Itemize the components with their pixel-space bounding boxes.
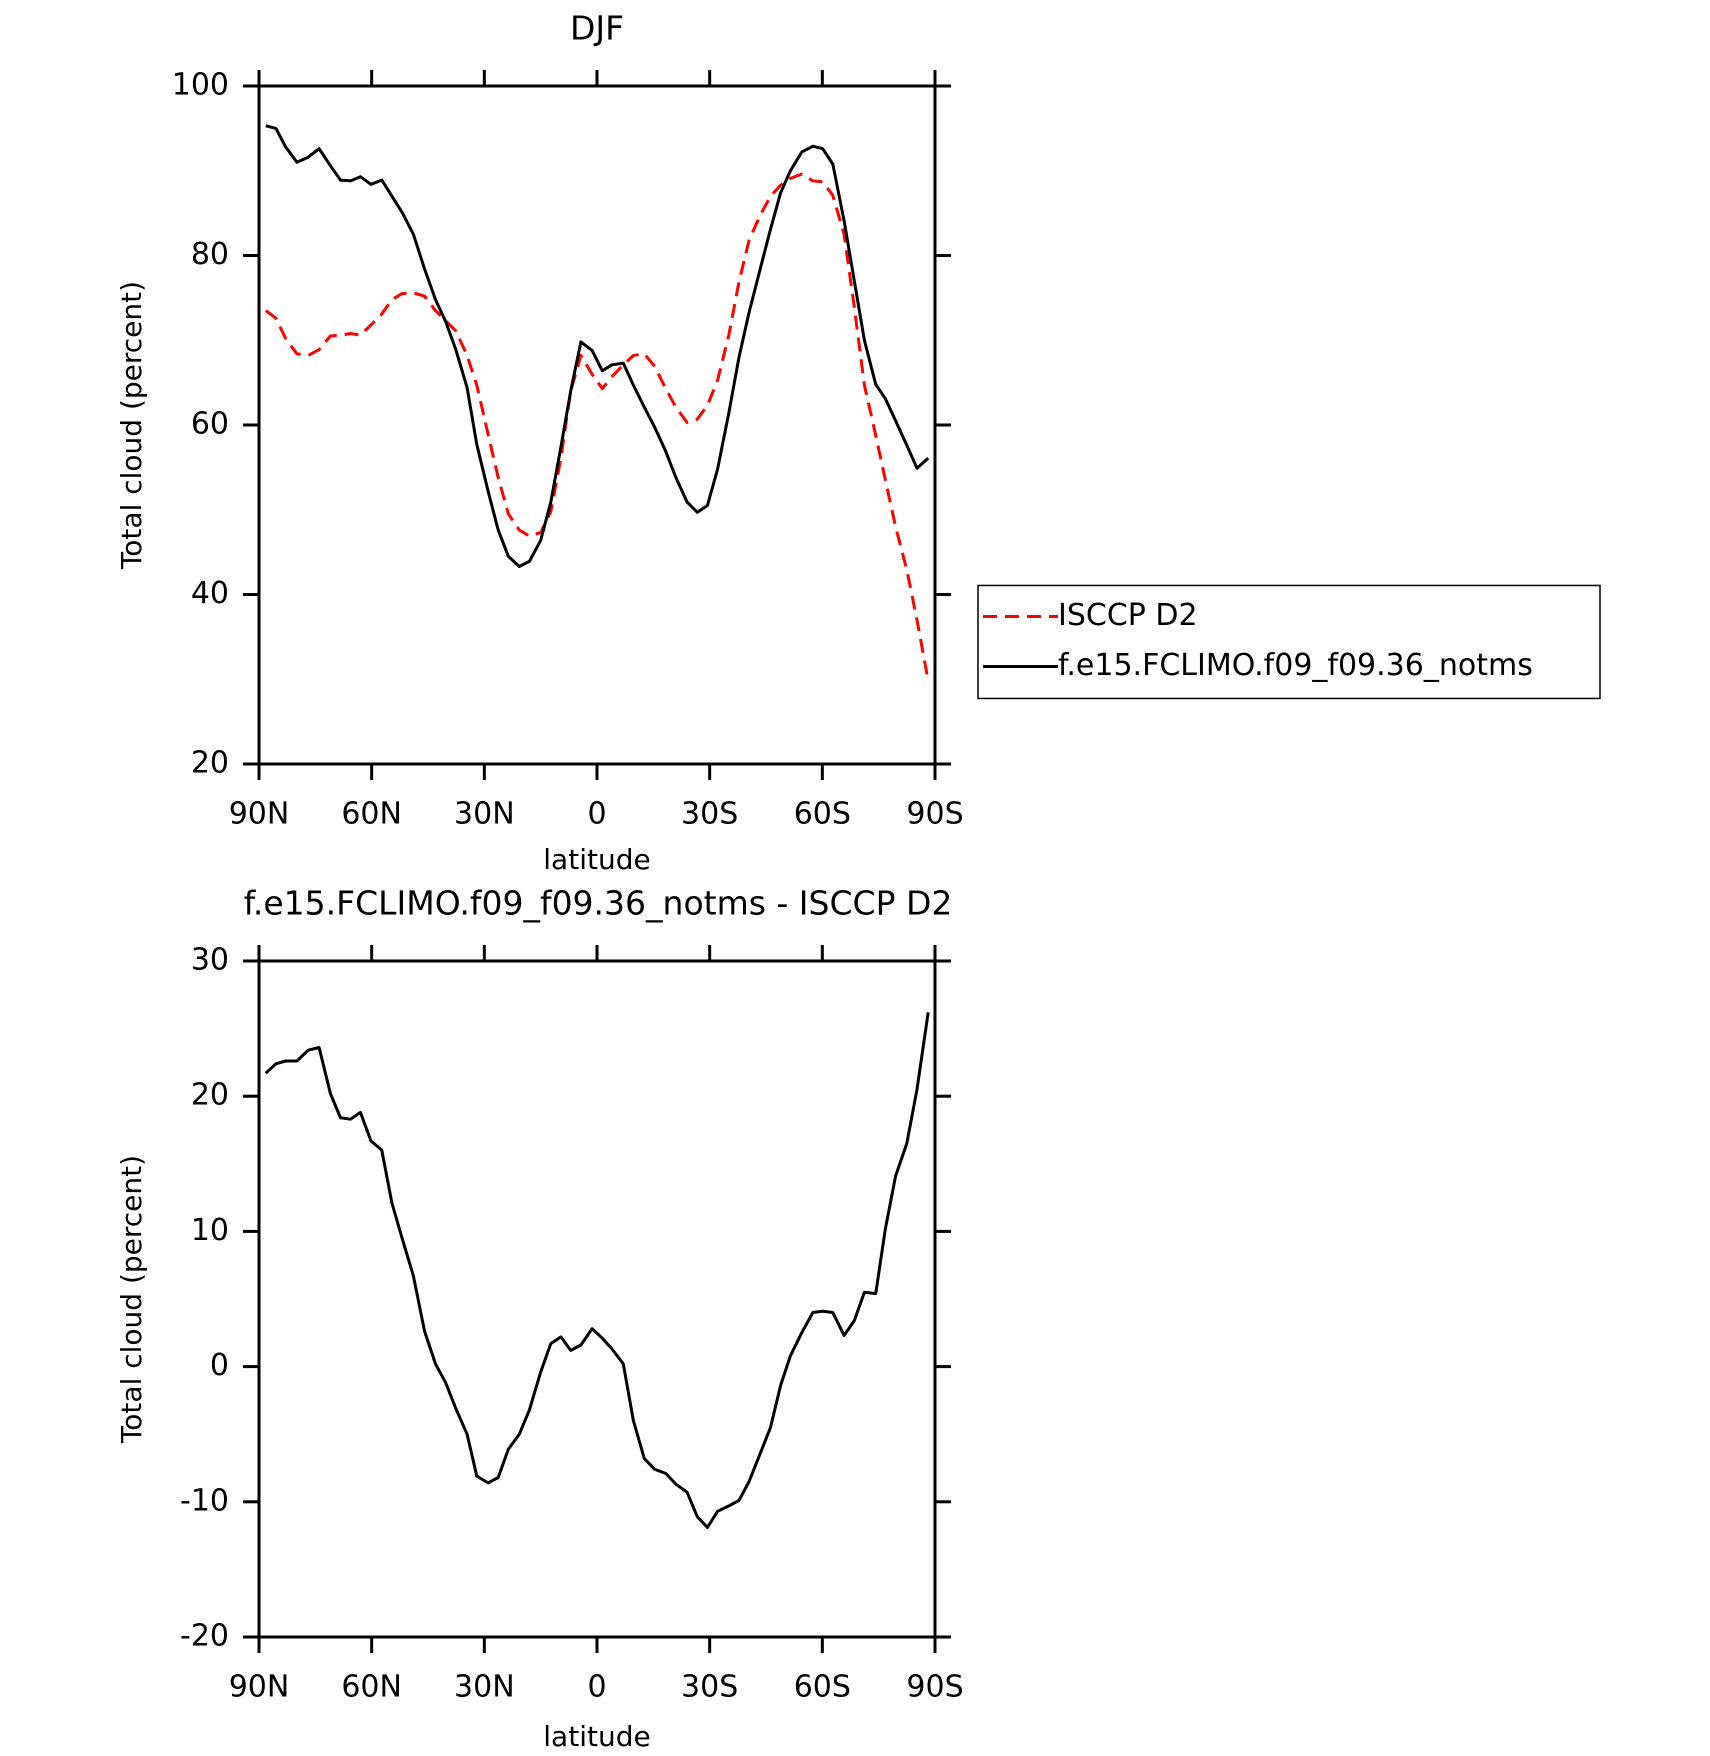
data-line <box>265 124 930 568</box>
x-tick-label: 90N <box>229 797 290 832</box>
x-tick-label: 0 <box>587 1670 606 1705</box>
y-tick-label: 100 <box>172 68 229 103</box>
legend-label: f.e15.FCLIMO.f09_f09.36_notms <box>1058 648 1533 683</box>
y-tick-label: 80 <box>191 237 229 272</box>
x-tick-label: 60N <box>341 797 402 832</box>
y-tick-label: 60 <box>191 407 229 442</box>
x-tick-label: 30S <box>681 797 738 832</box>
y-tick-label: -10 <box>180 1483 229 1518</box>
y-axis-label: Total cloud (percent) <box>115 281 148 570</box>
x-tick-label: 60S <box>794 797 851 832</box>
y-tick-label: -20 <box>180 1619 229 1654</box>
x-tick-label: 90S <box>906 1670 963 1705</box>
x-tick-label: 60N <box>341 1670 402 1705</box>
x-tick-label: 0 <box>587 797 606 832</box>
y-tick-label: 20 <box>191 1078 229 1113</box>
plot-frame <box>257 84 937 766</box>
y-tick-label: 10 <box>191 1213 229 1248</box>
y-tick-label: 30 <box>191 943 229 978</box>
y-tick-label: 20 <box>191 746 229 781</box>
x-tick-label: 30S <box>681 1670 738 1705</box>
y-axis-label: Total cloud (percent) <box>115 1155 148 1444</box>
x-tick-label: 90S <box>906 797 963 832</box>
x-axis-label: latitude <box>543 1720 650 1753</box>
x-tick-label: 30N <box>454 1670 515 1705</box>
data-line <box>264 1012 930 1529</box>
y-tick-label: 40 <box>191 576 229 611</box>
plot-frame <box>257 959 937 1639</box>
y-tick-label: 0 <box>210 1348 229 1383</box>
x-tick-label: 90N <box>229 1670 290 1705</box>
chart-title: f.e15.FCLIMO.f09_f09.36_notms - ISCCP D2 <box>244 884 953 923</box>
chart-title: DJF <box>570 9 624 48</box>
x-tick-label: 30N <box>454 797 515 832</box>
data-line <box>264 172 930 682</box>
legend-label: ISCCP D2 <box>1058 598 1198 633</box>
x-tick-label: 60S <box>794 1670 851 1705</box>
x-axis-label: latitude <box>543 843 650 876</box>
legend-box <box>977 584 1601 700</box>
